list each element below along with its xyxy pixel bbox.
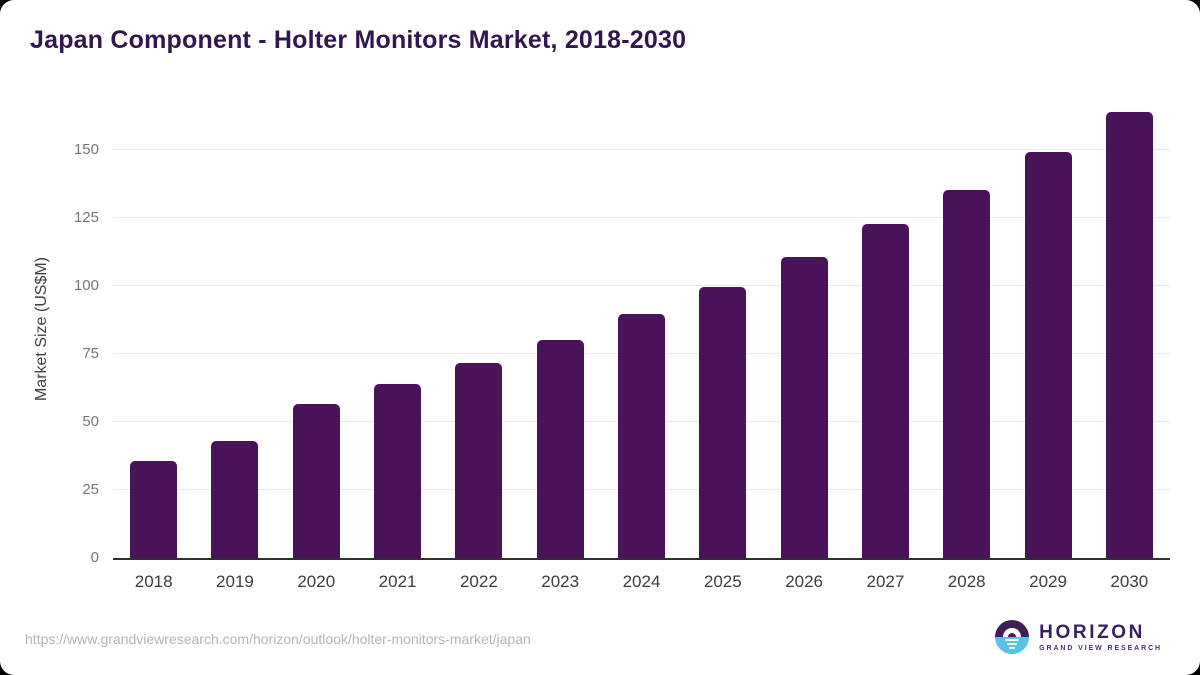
- y-tick-label: 75: [82, 345, 99, 362]
- x-tick-label-2019: 2019: [216, 572, 254, 591]
- horizon-logo: HORIZON GRAND VIEW RESEARCH: [995, 620, 1162, 654]
- x-tick-label-2029: 2029: [1029, 572, 1067, 591]
- x-tick-label-2022: 2022: [459, 572, 498, 591]
- y-tick-label: 125: [73, 209, 99, 226]
- logo-ripple: [1005, 639, 1020, 641]
- y-tick-label: 50: [82, 413, 99, 430]
- y-tick-label: 0: [90, 549, 99, 566]
- bar-2019[interactable]: [211, 440, 259, 558]
- bar-2024[interactable]: [618, 314, 665, 558]
- logo-sun-hole: [1008, 633, 1017, 637]
- x-tick-label-2025: 2025: [703, 572, 742, 591]
- logo-ripple: [1009, 647, 1016, 649]
- bar-2018[interactable]: [130, 461, 178, 558]
- bar-2030[interactable]: [1105, 112, 1153, 558]
- x-tick-label-2028: 2028: [947, 572, 986, 591]
- bar-2020[interactable]: [292, 403, 340, 558]
- logo-text: HORIZON GRAND VIEW RESEARCH: [1039, 623, 1162, 652]
- bar-2026[interactable]: [780, 257, 828, 558]
- x-tick-label-2026: 2026: [785, 572, 824, 591]
- horizon-logo-icon: [995, 620, 1030, 654]
- bar-2027[interactable]: [861, 223, 909, 558]
- chart-title: Japan Component - Holter Monitors Market…: [30, 26, 687, 54]
- x-tick-label-2023: 2023: [541, 572, 580, 591]
- x-tick-label-2018: 2018: [134, 572, 173, 591]
- source-url[interactable]: https://www.grandviewresearch.com/horizo…: [25, 631, 531, 647]
- logo-subbrand: GRAND VIEW RESEARCH: [1039, 644, 1162, 652]
- plot-area: 0 25 50 75 100 125 150 2018 2019 2020 2021 2022 2023…: [74, 100, 1170, 591]
- x-tick-label-2021: 2021: [378, 572, 417, 591]
- x-tick-label-2024: 2024: [622, 572, 661, 591]
- bar-2028[interactable]: [943, 189, 991, 558]
- logo-sea-half: [995, 637, 1030, 654]
- logo-ripple: [1007, 643, 1018, 645]
- logo-brand: HORIZON: [1039, 621, 1145, 643]
- y-tick-label: 150: [73, 141, 99, 158]
- logo-sun-icon: [1003, 628, 1022, 637]
- y-tick-label: 25: [82, 481, 99, 498]
- y-tick-label: 100: [73, 277, 99, 294]
- bar-2021[interactable]: [374, 383, 422, 558]
- bar-2022[interactable]: [455, 362, 503, 558]
- gridline: [113, 285, 1170, 286]
- x-tick-label-2020: 2020: [297, 572, 336, 591]
- bar-2025[interactable]: [699, 287, 747, 558]
- x-tick-label-2030: 2030: [1110, 572, 1149, 591]
- gridline: [113, 149, 1170, 150]
- bar-2023[interactable]: [536, 339, 584, 558]
- bar-2029[interactable]: [1024, 151, 1072, 558]
- gridline: [113, 217, 1170, 218]
- x-tick-label-2027: 2027: [866, 572, 905, 591]
